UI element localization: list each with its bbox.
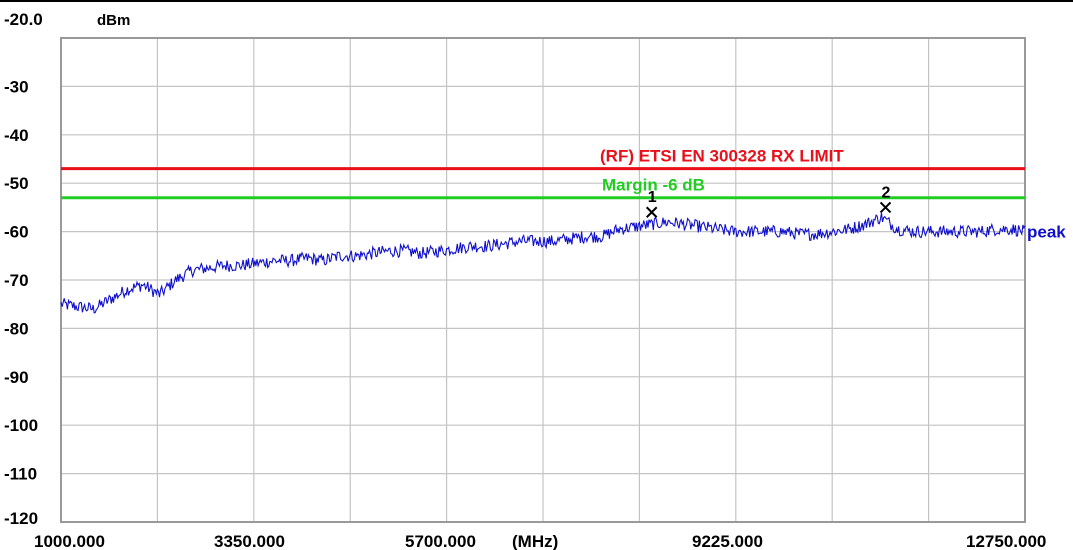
y-tick-label: -50: [4, 174, 29, 193]
marker-cross: [879, 201, 892, 214]
y-tick-label: -20.0: [4, 10, 43, 29]
y-tick-label: -110: [4, 465, 37, 484]
limit-lines: (RF) ETSI EN 300328 RX LIMIT Margin -6 dB: [61, 147, 1025, 200]
limit-line-label: (RF) ETSI EN 300328 RX LIMIT: [600, 147, 844, 166]
y-tick-label: -90: [4, 368, 29, 387]
y-tick-label: -60: [4, 223, 29, 242]
marker-label: 2: [882, 184, 891, 201]
grid: [61, 38, 1025, 522]
trace-line: [60, 212, 1026, 314]
y-tick-label: -120: [4, 509, 38, 528]
y-unit-label: dBm: [97, 12, 130, 29]
marker-cross: [645, 206, 658, 218]
trace-label: peak: [1027, 223, 1066, 242]
x-tick-label: 5700.000: [405, 532, 476, 550]
top-border: [0, 0, 1073, 2]
margin-line-label: Margin -6 dB: [602, 176, 705, 195]
marker: 2: [879, 184, 892, 214]
marker: 1: [645, 189, 658, 218]
y-tick-label: -70: [4, 271, 29, 290]
x-axis: 1000.000 3350.000 5700.000 9225.000 12750.00…: [34, 532, 1046, 550]
y-axis: -20.0 -30 -40 -50 -60 -70 -80 -90 -100 -110 -120: [4, 10, 43, 528]
y-tick-label: -40: [4, 126, 29, 145]
x-unit-label: (MHz): [512, 532, 558, 550]
x-tick-label: 3350.000: [214, 532, 285, 550]
y-tick-label: -100: [4, 416, 38, 435]
x-tick-label: 9225.000: [692, 532, 763, 550]
x-tick-label: 1000.000: [34, 532, 105, 550]
x-tick-label: 12750.000: [966, 532, 1046, 550]
trace: peak: [60, 212, 1066, 314]
y-tick-label: -80: [4, 319, 29, 338]
y-tick-label: -30: [4, 77, 29, 96]
marker-label: 1: [648, 189, 657, 206]
plot-frame: [60, 37, 1026, 523]
